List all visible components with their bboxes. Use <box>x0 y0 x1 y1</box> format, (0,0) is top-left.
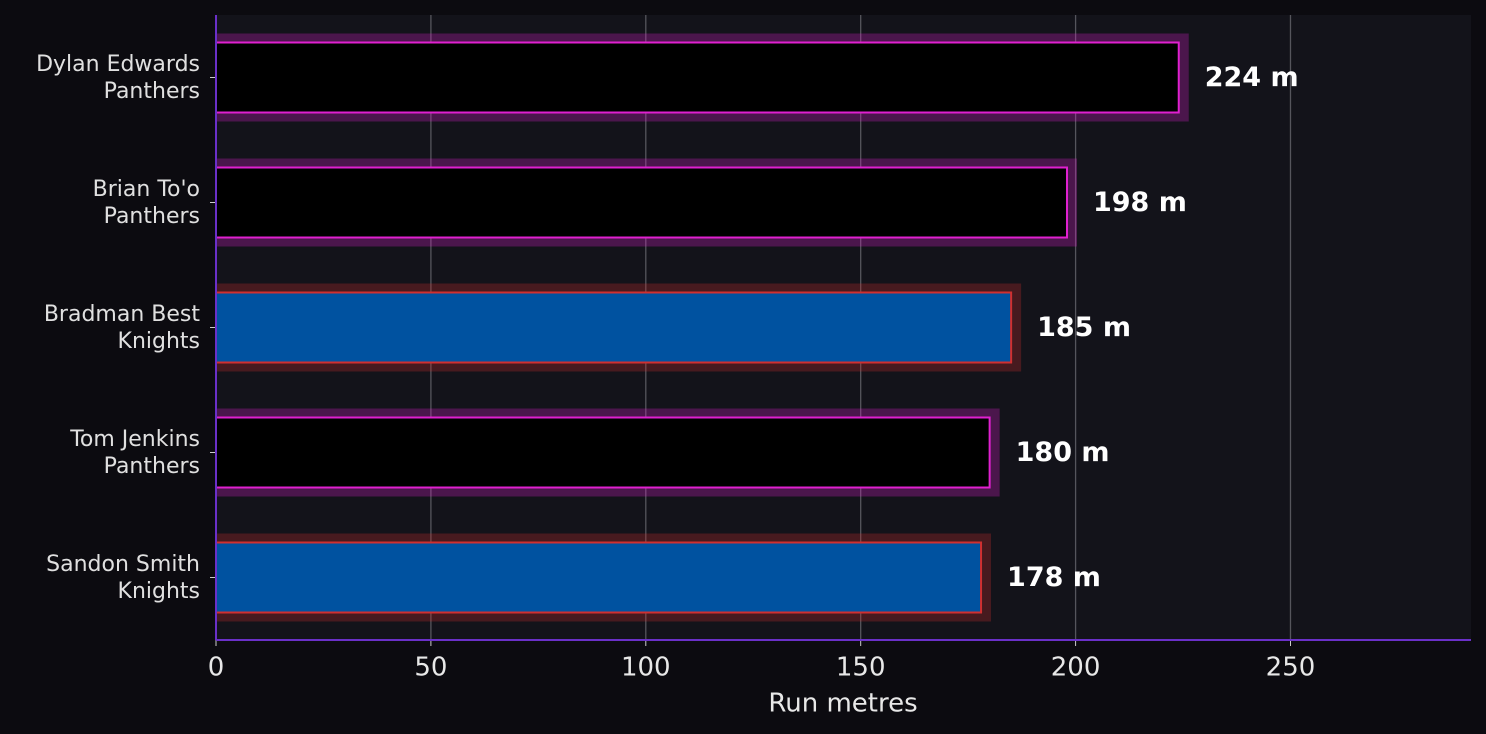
x-tick-label: 150 <box>836 653 886 683</box>
x-tick-label: 50 <box>414 653 447 683</box>
y-tick-label: Dylan Edwards Panthers <box>36 51 200 104</box>
y-tick-label: Sandon Smith Knights <box>46 551 200 604</box>
y-tick-label: Bradman Best Knights <box>43 301 200 354</box>
x-tick-label: 200 <box>1051 653 1101 683</box>
x-tick-label: 250 <box>1266 653 1316 683</box>
value-label: 198 m <box>1093 187 1187 218</box>
y-tick-label: Tom Jenkins Panthers <box>70 426 200 479</box>
value-label: 180 m <box>1016 437 1110 468</box>
value-label: 185 m <box>1037 312 1131 343</box>
value-label: 224 m <box>1205 62 1299 93</box>
y-tick-label: Brian To'o Panthers <box>92 176 200 229</box>
x-tick-label: 0 <box>208 653 225 683</box>
bar <box>215 541 983 614</box>
bar <box>215 41 1180 114</box>
value-label: 178 m <box>1007 562 1101 593</box>
bar <box>215 416 991 489</box>
x-axis-title: Run metres <box>768 689 917 719</box>
x-tick-label: 100 <box>621 653 671 683</box>
bar <box>215 291 1013 364</box>
bar <box>215 166 1068 239</box>
